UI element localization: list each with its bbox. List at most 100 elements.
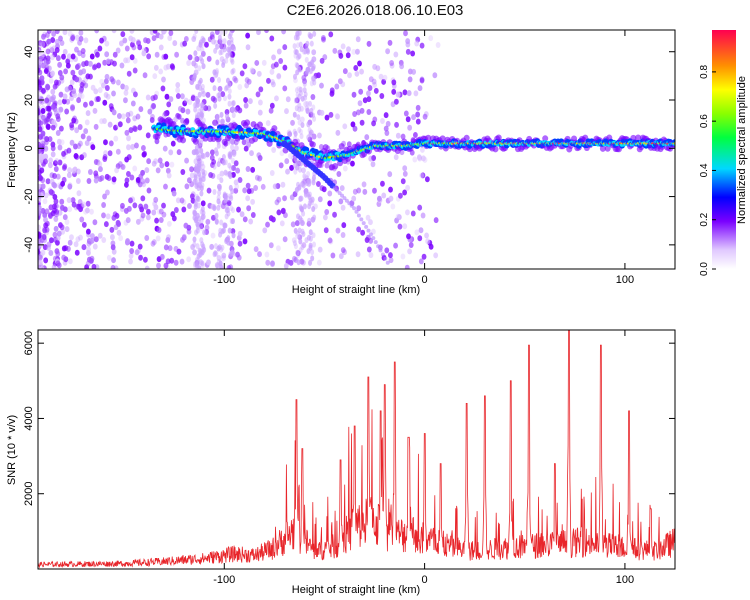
noise-dot <box>368 155 374 162</box>
noise-dot <box>187 202 192 209</box>
noise-dot <box>38 95 44 102</box>
noise-dot <box>405 209 410 216</box>
snr-y-tick-label-1: 4000 <box>23 406 35 430</box>
noise-dot <box>38 224 41 231</box>
noise-dot <box>282 85 288 92</box>
streak-dot <box>227 162 232 169</box>
noise-dot <box>422 156 428 163</box>
noise-dot <box>220 91 226 98</box>
streak-dot <box>296 114 301 121</box>
branch-dot <box>378 248 383 253</box>
noise-dot <box>278 162 284 169</box>
noise-dot <box>342 249 347 256</box>
noise-dot <box>365 214 371 221</box>
noise-dot <box>126 154 132 161</box>
noise-dot <box>38 183 41 190</box>
noise-dot <box>364 134 370 141</box>
noise-dot <box>282 195 287 202</box>
noise-dot <box>109 226 115 233</box>
track-halo-dot <box>256 121 263 128</box>
noise-dot <box>74 249 80 256</box>
noise-dot <box>357 60 362 67</box>
noise-dot <box>158 216 164 223</box>
streak-dot <box>232 151 237 158</box>
streak-dot <box>219 43 224 50</box>
noise-dot <box>86 249 91 256</box>
noise-dot <box>54 47 60 54</box>
noise-dot <box>69 139 75 146</box>
noise-dot <box>138 106 144 113</box>
noise-dot <box>184 157 189 164</box>
noise-dot <box>77 124 83 131</box>
streak-dot <box>221 159 226 166</box>
noise-dot <box>385 48 391 55</box>
streak-dot <box>193 174 198 181</box>
streak-dot <box>304 237 309 244</box>
noise-dot <box>108 103 114 110</box>
streak-dot <box>296 213 301 220</box>
streak-dot <box>304 56 309 63</box>
branch-dot <box>349 203 354 208</box>
noise-dot <box>394 121 399 128</box>
streak-dot <box>215 59 220 66</box>
noise-dot <box>80 133 86 140</box>
noise-dot <box>38 210 41 217</box>
noise-dot <box>40 107 46 114</box>
noise-dot <box>360 229 366 236</box>
noise-dot <box>342 123 348 130</box>
noise-dot <box>389 60 394 67</box>
noise-dot <box>48 213 53 220</box>
noise-dot <box>53 166 59 173</box>
streak-dot <box>303 188 308 195</box>
noise-dot <box>78 234 83 241</box>
noise-dot <box>93 123 99 130</box>
noise-dot <box>291 237 297 244</box>
noise-dot <box>204 224 210 231</box>
noise-dot <box>266 77 271 84</box>
noise-dot <box>359 68 364 75</box>
streak-dot <box>195 154 200 161</box>
noise-dot <box>422 113 428 120</box>
noise-dot <box>102 193 107 200</box>
noise-dot <box>351 195 357 202</box>
noise-dot <box>163 183 168 190</box>
noise-dot <box>84 264 90 269</box>
noise-dot <box>81 244 87 251</box>
noise-dot <box>105 189 110 196</box>
noise-dot <box>319 57 325 64</box>
noise-dot <box>285 96 291 103</box>
noise-dot <box>89 208 94 215</box>
streak-dot <box>306 181 311 188</box>
noise-dot <box>288 153 293 160</box>
branch-dot <box>337 191 342 196</box>
noise-dot <box>86 240 92 247</box>
streak-dot <box>308 229 313 236</box>
spectrogram-y-tick-label-1: -20 <box>23 189 35 205</box>
noise-dot <box>53 216 59 223</box>
noise-dot <box>38 100 42 107</box>
noise-dot <box>74 76 80 83</box>
noise-dot <box>51 30 57 37</box>
noise-dot <box>428 35 434 42</box>
streak-dot <box>229 149 234 156</box>
noise-dot <box>255 91 261 98</box>
noise-dot <box>206 259 211 266</box>
track-halo-dot <box>322 144 329 151</box>
noise-dot <box>130 143 136 150</box>
noise-dot <box>71 88 77 95</box>
streak-dot <box>310 196 315 203</box>
noise-dot <box>190 243 196 250</box>
noise-dot <box>147 108 153 115</box>
noise-dot <box>265 259 271 266</box>
snr-panel: -100 0 100 2000 4000 6000 Height of straight … <box>6 329 676 596</box>
noise-dot <box>62 30 68 36</box>
noise-dot <box>82 152 87 159</box>
noise-dot <box>173 207 179 214</box>
streak-dot <box>226 195 231 202</box>
streak-dot <box>213 47 218 54</box>
noise-dot <box>156 262 161 269</box>
noise-dot <box>276 196 282 203</box>
noise-dot <box>173 116 178 123</box>
noise-dot <box>190 95 196 102</box>
noise-dot <box>283 262 289 269</box>
